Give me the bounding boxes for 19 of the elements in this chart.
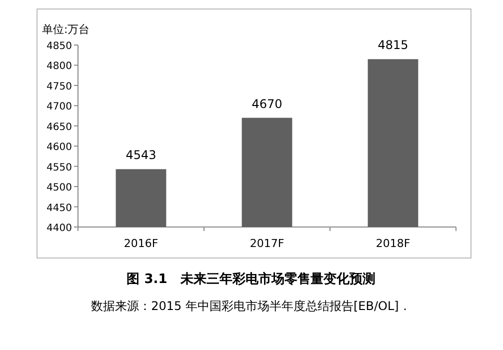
y-tick-label: 4650: [46, 122, 72, 133]
y-tick-label: 4700: [46, 102, 72, 113]
y-tick-label: 4850: [46, 41, 72, 52]
data-label: 4543: [126, 148, 156, 162]
y-tick-label: 4450: [46, 202, 72, 214]
text: 图 3.1 未来三年彩电市场零售量变化预测: [126, 271, 376, 287]
y-tick-label: 4550: [46, 162, 72, 174]
source-note: 数据来源：2015 年中国彩电市场半年度总结报告[EB/OL]．: [91, 299, 411, 313]
y-tick-label: 4600: [46, 142, 72, 154]
y-tick-label: 4500: [46, 182, 72, 194]
x-tick-label: 2017F: [250, 237, 284, 250]
data-label: 4670: [252, 96, 282, 111]
x-tick-label: 2018F: [376, 237, 410, 250]
y-tick-label: 4800: [46, 61, 72, 72]
x-tick-label: 2016F: [124, 237, 158, 250]
y-tick-label: 4750: [46, 81, 72, 92]
y-axis-title: 单位:万台: [42, 23, 90, 36]
data-label: 4815: [378, 38, 408, 52]
y-tick-label: 4400: [46, 223, 72, 234]
